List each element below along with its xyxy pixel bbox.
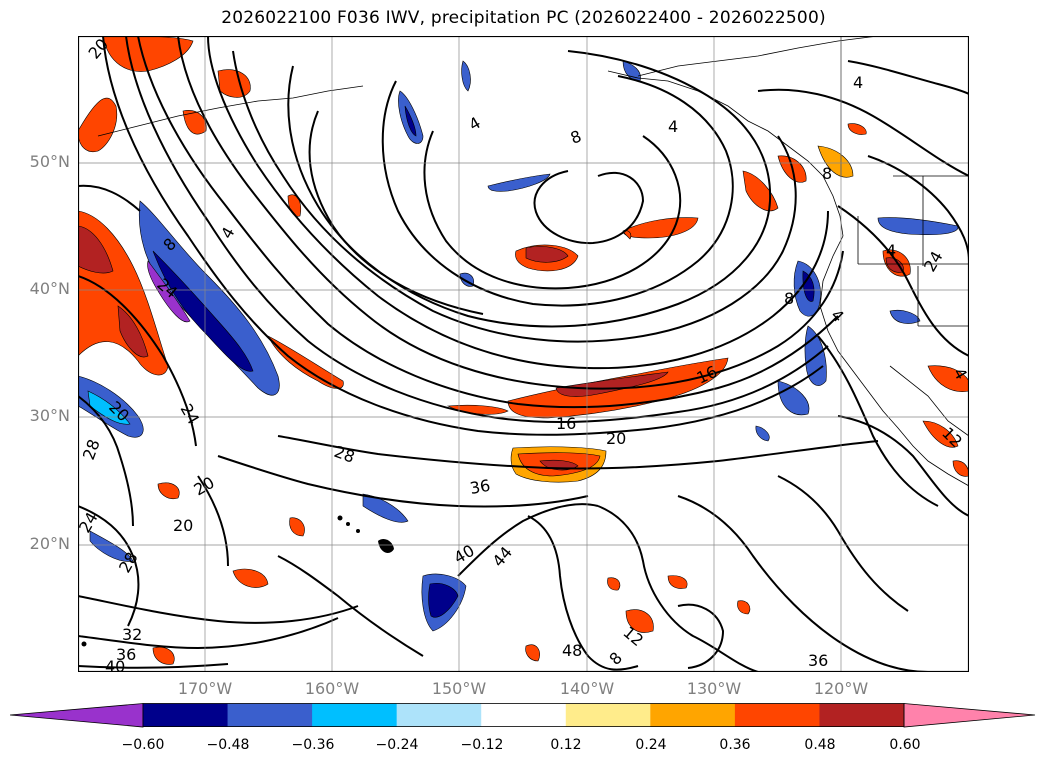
lon-label-130w: 130°W	[686, 679, 742, 698]
colorbar-segment	[227, 703, 313, 727]
lat-label-20n: 20°N	[29, 534, 70, 553]
colorbar-segment	[650, 703, 736, 727]
contour-label: 40	[105, 657, 125, 672]
lat-label-50n: 50°N	[29, 152, 70, 171]
lon-label-160w: 160°W	[304, 679, 360, 698]
map-canvas: 20 4 8 4 8 4 24 8 4 24 16 20 16 20 28 28…	[78, 36, 969, 672]
colorbar-tick-label: −0.48	[206, 737, 250, 753]
colorbar-frame	[142, 703, 905, 727]
colorbar-segment	[819, 703, 905, 727]
islands	[81, 515, 394, 647]
contour-label: 16	[556, 414, 576, 433]
colorbar-tick-label: 0.60	[889, 737, 921, 753]
colorbar-tick-label: −0.36	[291, 737, 335, 753]
colorbar-tick-label: −0.24	[375, 737, 419, 753]
precip-decrease-shading	[78, 60, 959, 632]
colorbar-segment	[565, 703, 651, 727]
colorbar-extend-high	[903, 703, 1036, 728]
graticule	[78, 36, 969, 672]
contour-label: 20	[606, 429, 626, 448]
colorbar-tick-label: −0.60	[121, 737, 165, 753]
contour-label: 4	[886, 241, 896, 260]
lon-label-140w: 140°W	[559, 679, 615, 698]
colorbar-tick-label: 0.36	[719, 737, 751, 753]
contour-label: 8	[822, 164, 832, 183]
lon-label-120w: 120°W	[813, 679, 869, 698]
contour-label: 4	[668, 117, 678, 136]
contour-label: 36	[468, 476, 491, 498]
lat-label-40n: 40°N	[29, 279, 70, 298]
colorbar-segment	[481, 703, 567, 727]
contour-label: 4	[853, 73, 863, 92]
contour-label: 48	[562, 641, 582, 660]
contour-label: 8	[784, 289, 794, 308]
map-panel: 20 4 8 4 8 4 24 8 4 24 16 20 16 20 28 28…	[78, 36, 969, 672]
colorbar-tick-label: −0.12	[460, 737, 504, 753]
lon-label-170w: 170°W	[177, 679, 233, 698]
lat-label-30n: 30°N	[29, 406, 70, 425]
colorbar-tick-label: 0.12	[550, 737, 582, 753]
colorbar	[10, 703, 1036, 728]
colorbar-extend-low	[10, 703, 144, 728]
contour-label: 36	[808, 651, 828, 670]
map-frame	[78, 36, 969, 672]
colorbar-segment	[143, 703, 229, 727]
contour-label: 20	[173, 516, 193, 535]
lon-label-150w: 150°W	[431, 679, 487, 698]
colorbar-segment	[734, 703, 820, 727]
colorbar-segment	[312, 703, 398, 727]
contour-label: 32	[122, 625, 142, 644]
colorbar-segment	[396, 703, 482, 727]
map-title: 2026022100 F036 IWV, precipitation PC (2…	[221, 8, 826, 28]
colorbar-tick-label: 0.48	[804, 737, 836, 753]
contour-label: 36	[116, 645, 136, 664]
iwv-contours	[78, 36, 969, 672]
colorbar-tick-label: 0.24	[635, 737, 667, 753]
